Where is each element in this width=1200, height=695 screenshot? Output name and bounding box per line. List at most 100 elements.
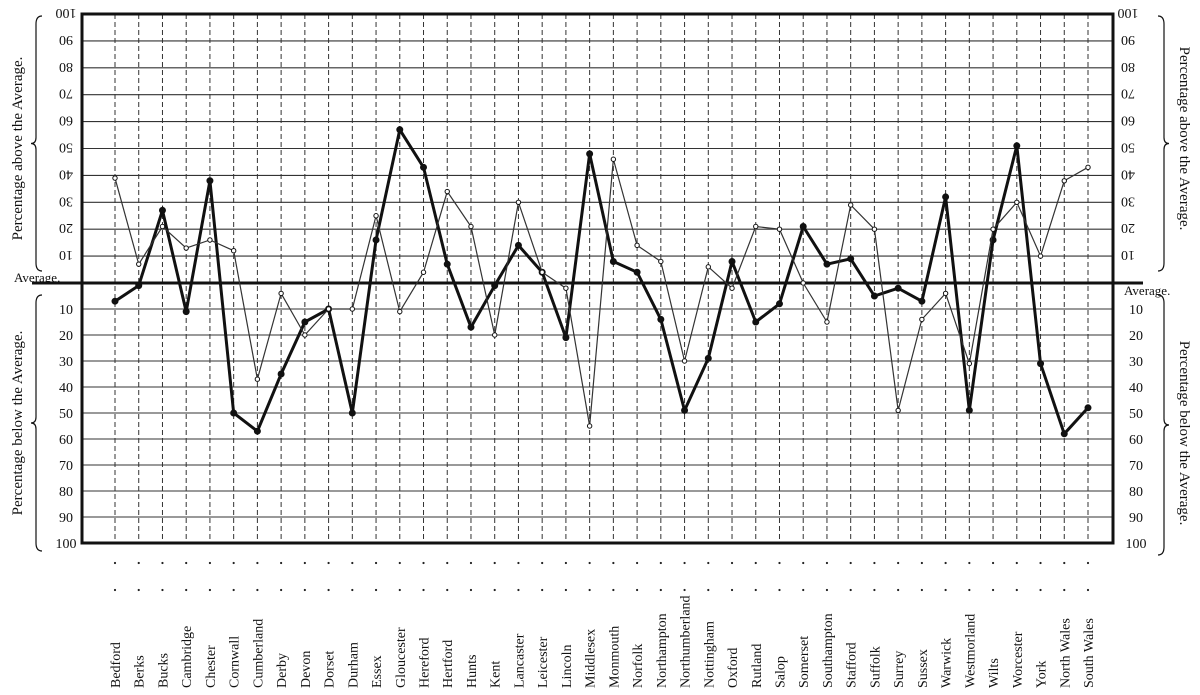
leader-dot xyxy=(256,588,259,592)
x-tick-label: Chester xyxy=(204,645,219,688)
data-point-thick xyxy=(491,282,499,290)
data-point-thin xyxy=(254,376,261,382)
data-point-thin xyxy=(1061,178,1067,184)
y-tick-above-left: 60 xyxy=(59,113,73,128)
leader-dot xyxy=(398,588,401,592)
data-point-thick xyxy=(1084,404,1092,412)
data-point-thick xyxy=(562,334,570,342)
data-point-thin xyxy=(586,423,593,429)
y-tick-below-right: 30 xyxy=(1129,355,1143,370)
x-tick-label: Hereford xyxy=(418,637,433,688)
x-tick-label: South Wales xyxy=(1082,618,1097,688)
x-tick-label: Warwick xyxy=(940,638,955,688)
y-tick-below-left: 100 xyxy=(56,537,77,552)
y-tick-below-left: 40 xyxy=(59,381,73,396)
leader-dot xyxy=(588,588,591,592)
y-tick-above-left: 80 xyxy=(59,59,73,74)
leader-dot xyxy=(564,588,568,592)
leader-dot xyxy=(944,588,947,592)
x-tick-label: Somerset xyxy=(797,636,812,688)
leader-dot xyxy=(968,561,971,565)
leader-dot xyxy=(1039,588,1042,592)
data-point-thick xyxy=(775,300,783,308)
data-point-thick xyxy=(1037,360,1045,368)
leader-dot xyxy=(659,588,662,592)
data-point-thick xyxy=(586,150,594,158)
leader-dot xyxy=(398,561,401,565)
leader-dot xyxy=(991,588,995,592)
data-point-thin xyxy=(230,248,237,254)
y-tick-above-right: 70 xyxy=(1121,86,1135,101)
leader-dot xyxy=(517,588,520,592)
leader-dot xyxy=(137,561,140,565)
x-tick-label: Northumberland xyxy=(679,595,694,688)
leader-dot xyxy=(754,588,757,592)
y-tick-above-left: 10 xyxy=(59,247,73,262)
data-point-thick xyxy=(609,257,617,265)
plot-frame xyxy=(80,12,1115,545)
leader-dot xyxy=(422,588,425,592)
leader-dot xyxy=(802,588,805,592)
leader-dot xyxy=(137,588,140,592)
x-tick-label: Leicester xyxy=(536,636,551,688)
x-tick-label: Rutland xyxy=(750,644,765,688)
y-tick-above-right: 50 xyxy=(1121,140,1135,155)
leader-dot xyxy=(161,561,164,565)
y-tick-above-left: 20 xyxy=(59,220,73,235)
x-tick-label: Stafford xyxy=(845,642,860,688)
leader-dot xyxy=(1063,561,1066,565)
y-tick-below-left: 50 xyxy=(59,407,73,422)
data-point-thick xyxy=(230,409,238,417)
data-point-thick xyxy=(704,354,712,362)
leader-dot xyxy=(778,588,781,592)
x-tick-label: Derby xyxy=(275,653,290,688)
data-point-thick xyxy=(158,206,166,214)
leader-dot xyxy=(232,588,235,592)
leader-dot xyxy=(280,561,283,565)
leader-dot xyxy=(1015,561,1018,565)
data-point-thin xyxy=(1014,199,1020,206)
y-tick-below-right: 40 xyxy=(1129,381,1143,396)
leader-dot xyxy=(897,561,900,565)
data-point-thin xyxy=(776,226,783,232)
data-point-thin xyxy=(492,332,498,338)
y-axis-title-below-left: Percentage below the Average. xyxy=(10,331,26,516)
leader-dot xyxy=(493,561,496,565)
data-point-thin xyxy=(871,226,878,232)
brace xyxy=(30,15,43,272)
data-point-thick xyxy=(870,292,878,300)
y-tick-below-left: 10 xyxy=(59,303,73,318)
leader-dot xyxy=(612,588,615,592)
y-tick-above-left: 100 xyxy=(56,5,77,20)
leader-dot xyxy=(185,588,188,592)
x-tick-label: York xyxy=(1035,661,1050,688)
data-point-thin xyxy=(942,290,949,297)
leader-dot xyxy=(327,588,330,592)
x-tick-label: North Wales xyxy=(1058,618,1073,688)
data-point-thick xyxy=(396,126,404,134)
data-point-thick xyxy=(965,406,973,414)
leader-dot xyxy=(208,588,212,592)
leader-dot xyxy=(303,588,306,592)
y-tick-above-left: 50 xyxy=(59,140,73,155)
data-point-thick xyxy=(182,308,190,316)
data-point-thick xyxy=(348,409,356,417)
leader-dot xyxy=(612,561,615,565)
leader-dot xyxy=(1039,561,1042,565)
data-point-thick xyxy=(372,236,380,244)
brace xyxy=(1157,294,1170,556)
leader-dot xyxy=(1015,588,1018,592)
data-point-thick xyxy=(443,260,451,268)
data-point-thick xyxy=(467,323,475,331)
data-point-thin xyxy=(966,360,973,367)
data-point-thick xyxy=(894,284,902,292)
x-tick-label: Worcester xyxy=(1011,631,1026,688)
data-point-thin xyxy=(1085,164,1091,171)
data-point-thick xyxy=(752,318,760,326)
x-tick-label: Oxford xyxy=(726,648,741,688)
leader-dot xyxy=(446,588,449,592)
x-tick-label: Westmorland xyxy=(963,614,978,688)
leader-dot xyxy=(185,561,188,565)
x-tick-label: Middlesex xyxy=(584,629,599,688)
leader-dot xyxy=(683,588,686,592)
